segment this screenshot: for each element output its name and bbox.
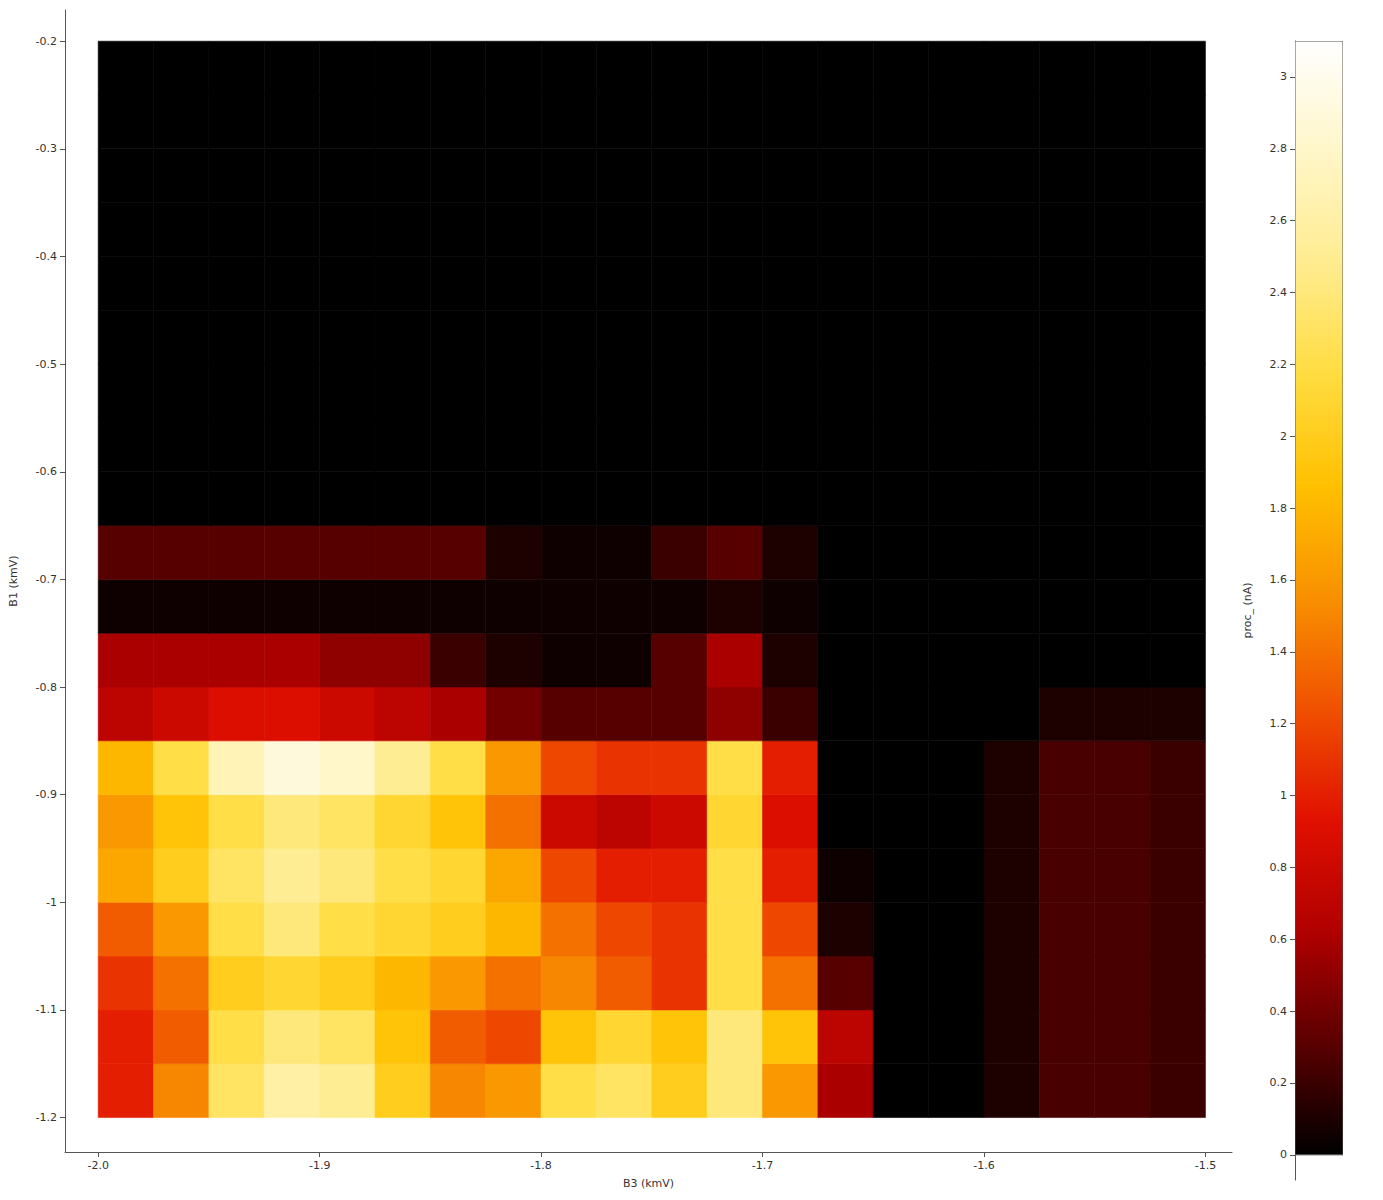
svg-text:2.6: 2.6 [1270,214,1288,227]
svg-text:B3 (kmV): B3 (kmV) [623,1177,674,1190]
svg-text:1.8: 1.8 [1270,502,1288,515]
svg-text:0.8: 0.8 [1270,861,1288,874]
svg-text:2.4: 2.4 [1270,286,1288,299]
svg-text:-1.1: -1.1 [36,1003,57,1016]
svg-text:-0.2: -0.2 [36,35,57,48]
svg-text:B1 (kmV): B1 (kmV) [7,555,20,606]
svg-text:-1.5: -1.5 [1195,1159,1216,1172]
svg-text:-1.9: -1.9 [309,1159,330,1172]
svg-text:-2.0: -2.0 [87,1159,108,1172]
svg-text:-0.6: -0.6 [36,465,57,478]
svg-text:0: 0 [1280,1148,1287,1161]
svg-text:-1.2: -1.2 [36,1111,57,1124]
svg-text:-1.7: -1.7 [752,1159,773,1172]
svg-text:-1.8: -1.8 [530,1159,551,1172]
svg-text:0.6: 0.6 [1270,933,1288,946]
svg-text:-0.3: -0.3 [36,142,57,155]
svg-text:1.2: 1.2 [1270,717,1288,730]
svg-text:-0.7: -0.7 [36,573,57,586]
svg-text:0.2: 0.2 [1270,1076,1288,1089]
svg-text:-0.9: -0.9 [36,788,57,801]
svg-text:3: 3 [1280,70,1287,83]
svg-text:2: 2 [1280,430,1287,443]
svg-text:-0.5: -0.5 [36,358,57,371]
svg-text:-1.6: -1.6 [973,1159,994,1172]
svg-text:-1: -1 [46,896,57,909]
svg-text:-0.4: -0.4 [36,250,57,263]
svg-text:proc_ (nA): proc_ (nA) [1241,582,1254,638]
svg-text:2.2: 2.2 [1270,358,1288,371]
svg-text:-0.8: -0.8 [36,681,57,694]
svg-text:2.8: 2.8 [1270,142,1288,155]
svg-text:0.4: 0.4 [1270,1005,1288,1018]
svg-text:1.4: 1.4 [1270,645,1288,658]
svg-text:1.6: 1.6 [1270,573,1288,586]
svg-text:1: 1 [1280,789,1287,802]
